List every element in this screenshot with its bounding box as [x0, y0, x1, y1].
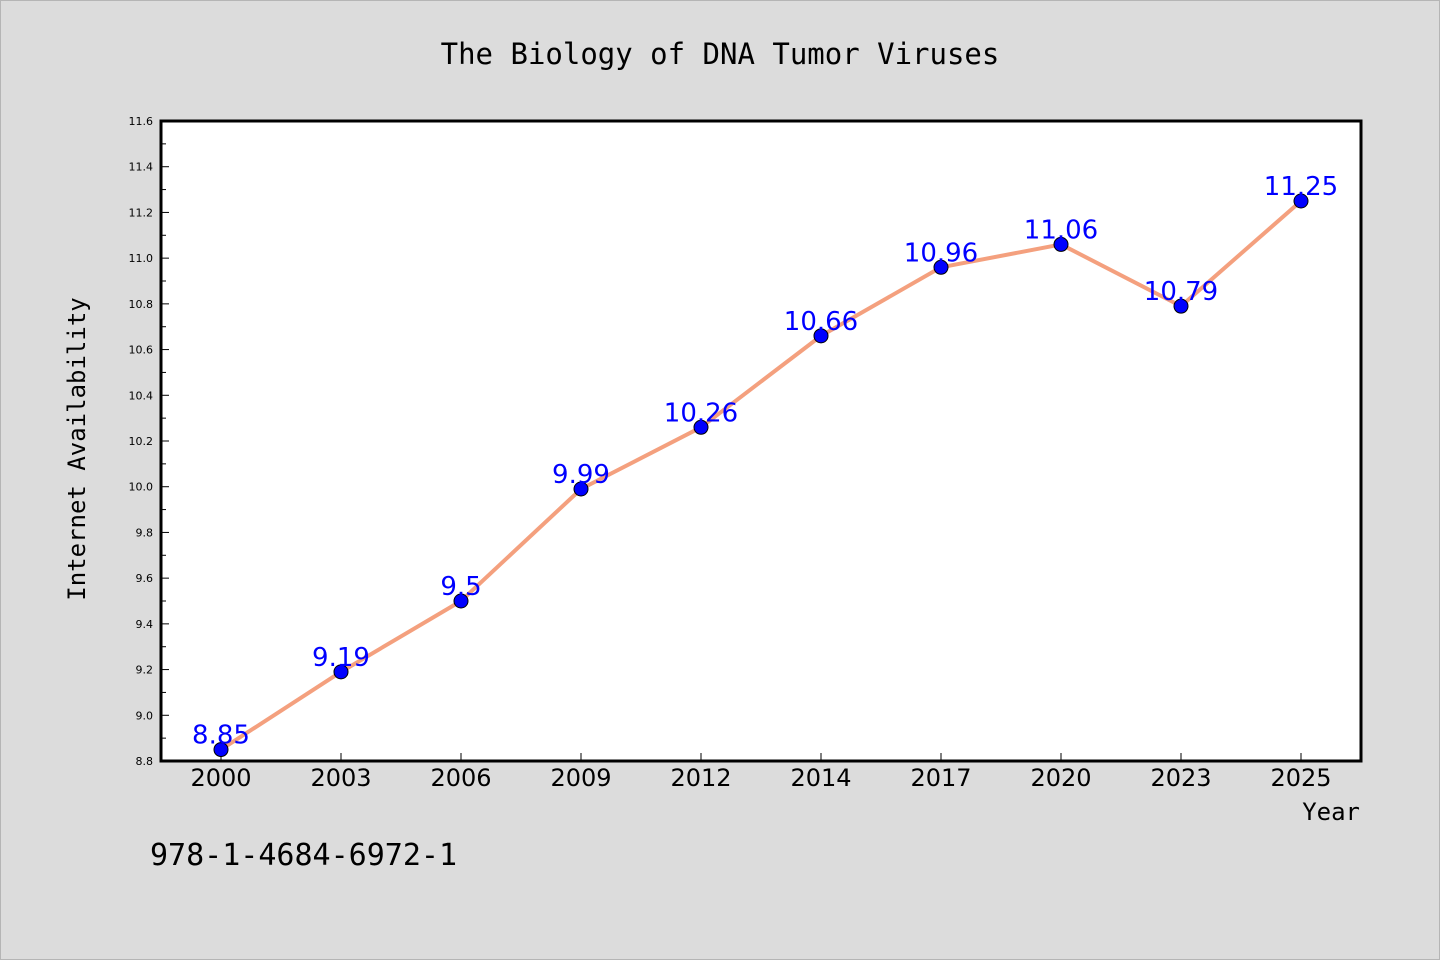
data-label: 10.66 — [784, 307, 858, 337]
y-tick-label: 9.4 — [136, 618, 154, 631]
data-label: 10.96 — [904, 238, 978, 268]
y-tick-label: 10.8 — [129, 298, 154, 311]
y-tick-label: 8.8 — [136, 755, 154, 768]
y-tick-label: 9.8 — [136, 526, 154, 539]
x-axis: 2000 2003 2006 2009 2012 2014 2017 2020 2023 2025 — [190, 753, 1332, 792]
data-point — [1173, 298, 1189, 314]
x-tick-label: 2023 — [1150, 764, 1211, 792]
data-point — [933, 259, 949, 275]
y-tick-label: 11.4 — [129, 161, 154, 174]
data-point — [573, 481, 589, 497]
data-point — [1293, 193, 1309, 209]
data-point — [333, 664, 349, 680]
y-axis-label: Internet Availability — [63, 297, 91, 600]
data-labels: 8.85 9.19 9.5 9.99 10.26 10.66 10.96 11.06 10.79… — [192, 172, 1338, 751]
data-point — [693, 419, 709, 435]
x-tick-label: 2017 — [910, 764, 971, 792]
y-tick-label: 9.6 — [136, 572, 154, 585]
x-tick-label: 2025 — [1270, 764, 1331, 792]
data-series — [213, 193, 1309, 758]
plot-area — [159, 119, 1363, 763]
y-tick-label: 11.6 — [129, 115, 154, 128]
y-axis: 8.8 9.0 9.2 9.4 9.6 9.8 10.0 10.2 10.4 10.6 10.8 11… — [129, 115, 169, 768]
data-label: 10.26 — [664, 398, 738, 428]
x-tick-label: 2003 — [310, 764, 371, 792]
x-tick-label: 2020 — [1030, 764, 1091, 792]
data-label: 9.19 — [312, 643, 370, 673]
data-point — [1053, 236, 1069, 252]
data-label: 8.85 — [192, 721, 250, 751]
x-tick-label: 2009 — [550, 764, 611, 792]
x-tick-label: 2006 — [430, 764, 491, 792]
y-tick-label: 10.6 — [129, 344, 154, 357]
data-label: 11.25 — [1264, 172, 1338, 202]
data-point — [453, 593, 469, 609]
data-point — [213, 742, 229, 758]
series-line — [219, 199, 1303, 752]
data-label: 9.5 — [440, 572, 481, 602]
chart-title: The Biology of DNA Tumor Viruses — [441, 37, 1000, 71]
data-label: 9.99 — [552, 460, 610, 490]
data-label: 11.06 — [1024, 215, 1098, 245]
x-tick-label: 2012 — [670, 764, 731, 792]
y-tick-label: 9.2 — [136, 664, 154, 677]
x-tick-label: 2000 — [190, 764, 251, 792]
y-tick-label: 10.0 — [129, 481, 154, 494]
y-tick-label: 10.4 — [129, 389, 154, 402]
x-axis-label: Year — [1302, 798, 1360, 826]
isbn-text: 978-1-4684-6972-1 — [150, 838, 457, 873]
data-point — [813, 328, 829, 344]
y-tick-label: 11.0 — [129, 252, 154, 265]
x-tick-label: 2014 — [790, 764, 851, 792]
y-tick-label: 9.0 — [136, 709, 154, 722]
y-tick-label: 11.2 — [129, 206, 154, 219]
y-tick-label: 10.2 — [129, 435, 154, 448]
data-label: 10.79 — [1144, 277, 1218, 307]
